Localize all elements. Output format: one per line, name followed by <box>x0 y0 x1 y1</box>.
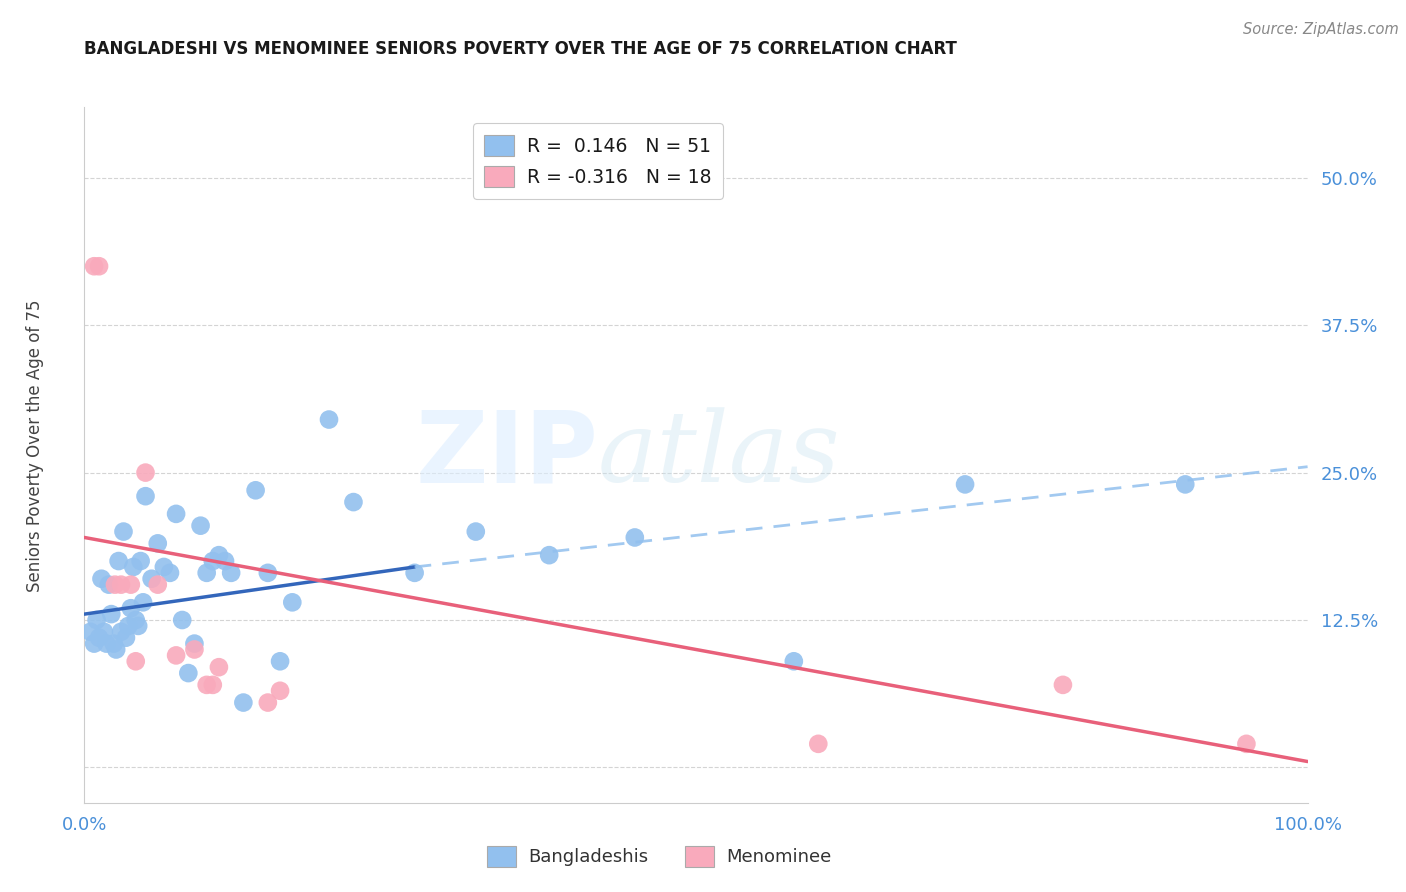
Text: BANGLADESHI VS MENOMINEE SENIORS POVERTY OVER THE AGE OF 75 CORRELATION CHART: BANGLADESHI VS MENOMINEE SENIORS POVERTY… <box>84 40 957 58</box>
Point <box>190 518 212 533</box>
Point <box>129 554 152 568</box>
Point <box>125 654 148 668</box>
Point <box>318 412 340 426</box>
Point <box>464 524 486 539</box>
Point <box>122 560 145 574</box>
Point <box>153 560 176 574</box>
Point <box>208 660 231 674</box>
Point <box>219 566 242 580</box>
Point <box>86 613 108 627</box>
Point <box>112 524 135 539</box>
Point <box>342 495 364 509</box>
Point <box>127 619 149 633</box>
Point <box>90 572 112 586</box>
Point <box>120 577 142 591</box>
Point <box>201 678 224 692</box>
Point <box>107 554 129 568</box>
Point <box>93 624 115 639</box>
Point <box>141 572 163 586</box>
Point <box>135 489 157 503</box>
Point <box>132 595 155 609</box>
Point <box>165 648 187 663</box>
Point <box>177 666 200 681</box>
Point <box>183 637 205 651</box>
Point <box>125 613 148 627</box>
Point <box>110 577 132 591</box>
Point <box>269 683 291 698</box>
Point <box>172 613 194 627</box>
Point <box>103 637 125 651</box>
Point <box>269 654 291 668</box>
Point <box>83 259 105 273</box>
Point <box>87 631 110 645</box>
Point <box>183 642 205 657</box>
Point <box>87 259 110 273</box>
Point <box>115 631 138 645</box>
Point <box>104 577 127 591</box>
Point <box>83 637 105 651</box>
Point <box>1052 678 1074 692</box>
Point <box>96 637 118 651</box>
Point <box>1174 477 1197 491</box>
Point <box>257 566 280 580</box>
Point <box>195 678 218 692</box>
Point <box>146 577 169 591</box>
Text: Source: ZipAtlas.com: Source: ZipAtlas.com <box>1243 22 1399 37</box>
Point <box>404 566 426 580</box>
Point <box>100 607 122 621</box>
Point <box>257 696 280 710</box>
Point <box>1234 737 1257 751</box>
Text: atlas: atlas <box>598 408 841 502</box>
Point <box>117 619 139 633</box>
Point <box>120 601 142 615</box>
Point <box>281 595 304 609</box>
Legend: Bangladeshis, Menominee: Bangladeshis, Menominee <box>479 838 839 874</box>
Point <box>245 483 267 498</box>
Text: ZIP: ZIP <box>415 407 598 503</box>
Point <box>146 536 169 550</box>
Point <box>538 548 561 562</box>
Point <box>97 577 120 591</box>
Point <box>953 477 976 491</box>
Point <box>195 566 218 580</box>
Point <box>783 654 806 668</box>
Point <box>201 554 224 568</box>
Point <box>110 624 132 639</box>
Point <box>807 737 830 751</box>
Point <box>208 548 231 562</box>
Point <box>159 566 181 580</box>
Point <box>165 507 187 521</box>
Point <box>105 642 128 657</box>
Point <box>624 531 647 545</box>
Point <box>79 624 101 639</box>
Point <box>135 466 157 480</box>
Text: Seniors Poverty Over the Age of 75: Seniors Poverty Over the Age of 75 <box>27 300 44 592</box>
Point <box>214 554 236 568</box>
Point <box>232 696 254 710</box>
